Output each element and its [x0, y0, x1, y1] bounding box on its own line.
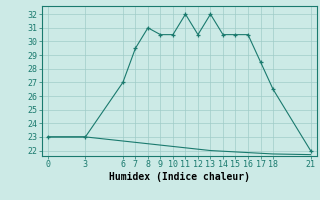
- X-axis label: Humidex (Indice chaleur): Humidex (Indice chaleur): [109, 172, 250, 182]
